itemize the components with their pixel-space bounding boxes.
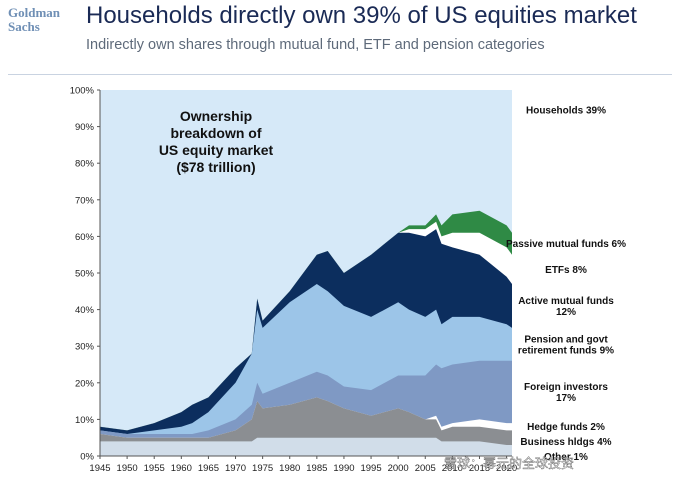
chart-title-line: US equity market [159,142,274,158]
x-tick-label: 2010 [442,463,463,474]
y-tick-label: 0% [80,452,94,463]
series-labels: Households 39% Passive mutual funds 6% ETF… [506,106,626,464]
chart-title-line: Ownership [180,108,252,124]
x-tick-label: 1985 [306,463,327,474]
page-title: Households directly own 39% of US equiti… [86,2,637,29]
series-label-other: Other 1% [544,452,588,463]
x-tick-label: 1950 [117,463,138,474]
y-tick-label: 30% [75,342,95,353]
watermark: 雪球：幂元的全球投资 [444,452,670,474]
area-other [100,437,512,456]
x-tick-label: 1980 [279,463,300,474]
series-label-active: Active mutual funds 12% [518,296,614,318]
series-label-foreign: Foreign investors 17% [524,382,608,404]
axes: 0% 10% 20% 30% 40% 50% 60% 70% 80% 90% 100% 1945 195… [70,86,517,475]
page-subtitle: Indirectly own shares through mutual fun… [86,37,545,53]
y-tick-label: 90% [75,122,95,133]
y-tick-label: 40% [75,305,95,316]
goldman-sachs-logo: Goldman Sachs [8,5,61,34]
header-divider [8,74,672,75]
x-tick-label: 1970 [225,463,246,474]
chart-title-line: breakdown of [170,125,261,141]
y-tick-label: 20% [75,378,95,389]
y-tick-label: 10% [75,415,95,426]
y-tick-label: 80% [75,159,95,170]
x-tick-label: 1995 [360,463,381,474]
x-tick-label: 1945 [89,463,110,474]
y-tick-label: 70% [75,195,95,206]
x-tick-label: 1990 [333,463,354,474]
x-tick-label: 2005 [415,463,436,474]
y-tick-label: 100% [70,86,95,97]
series-label-passive: Passive mutual funds 6% [506,239,626,250]
chart-title-line: ($78 trillion) [176,159,255,175]
x-tick-label: 1965 [198,463,219,474]
y-tick-label: 60% [75,232,95,243]
series-label-hedge: Hedge funds 2% [527,422,605,433]
x-tick-label: 1960 [171,463,192,474]
series-label-households: Households 39% [526,106,606,117]
series-label-etf: ETFs 8% [545,265,587,276]
x-tick-label: 1955 [144,463,165,474]
plot-area [100,90,512,456]
series-label-business: Business hldgs 4% [520,437,611,448]
x-tick-label: 2020 [496,463,517,474]
x-tick-label: 2015 [469,463,490,474]
y-tick-label: 50% [75,269,95,280]
x-tick-label: 2000 [388,463,409,474]
watermark-text: 雪球：幂元的全球投资 [444,456,574,472]
series-label-pension: Pension and govt retirement funds 9% [518,334,614,356]
x-tick-label: 1975 [252,463,273,474]
